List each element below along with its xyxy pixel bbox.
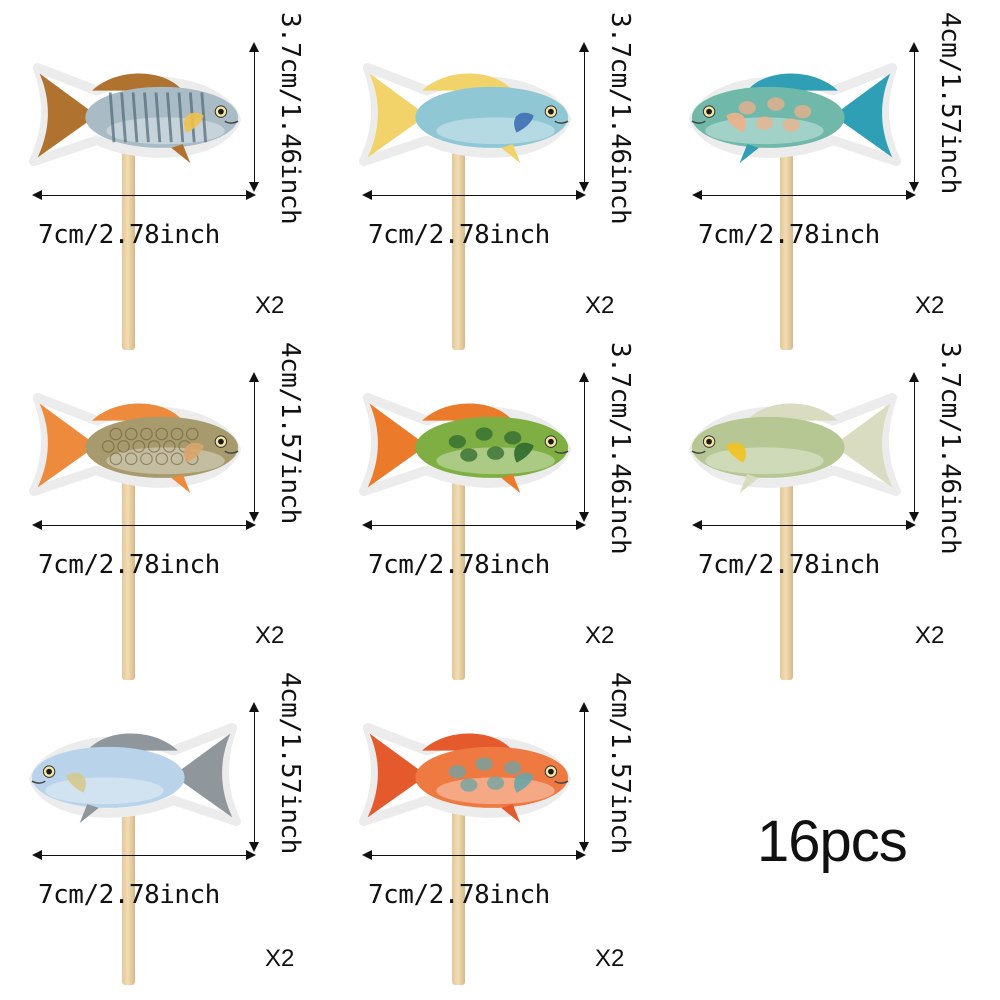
height-label: 3.7cm/1.46inch (605, 342, 635, 555)
fish-illustration (359, 722, 571, 827)
height-dimension-arrow (249, 372, 259, 522)
fish-illustration (29, 722, 241, 827)
width-label: 7cm/2.78inch (38, 220, 220, 250)
quantity-label: X2 (585, 292, 615, 319)
fish-illustration (689, 392, 901, 497)
height-dimension-arrow (909, 372, 919, 522)
quantity-label: X2 (915, 622, 945, 649)
height-label: 3.7cm/1.46inch (935, 342, 965, 555)
fish-illustration (29, 62, 241, 167)
width-dimension-arrow (362, 520, 586, 530)
fish-topper-item: 7cm/2.78inch 3.7cm/1.46inch X2 (660, 330, 990, 680)
fish-illustration (689, 62, 901, 167)
wooden-stick (780, 140, 793, 350)
width-dimension-arrow (362, 190, 586, 200)
quantity-label: X2 (585, 622, 615, 649)
height-dimension-arrow (249, 702, 259, 852)
quantity-label: X2 (255, 292, 285, 319)
width-dimension-arrow (362, 850, 586, 860)
wooden-stick (122, 800, 135, 985)
wooden-stick (122, 140, 135, 350)
fish-topper-item: 7cm/2.78inch 3.7cm/1.46inch X2 (0, 0, 330, 350)
wooden-stick (780, 470, 793, 680)
width-label: 7cm/2.78inch (368, 880, 550, 910)
width-dimension-arrow (32, 190, 256, 200)
height-label: 4cm/1.57inch (275, 342, 305, 524)
fish-topper-item: 7cm/2.78inch 3.7cm/1.46inch X2 (330, 330, 660, 680)
quantity-label: X2 (915, 292, 945, 319)
height-label: 3.7cm/1.46inch (275, 12, 305, 225)
total-count-label: 16pcs (757, 809, 908, 874)
height-dimension-arrow (579, 42, 589, 192)
width-label: 7cm/2.78inch (38, 550, 220, 580)
wooden-stick (452, 140, 465, 350)
fish-illustration (29, 392, 241, 497)
quantity-label: X2 (255, 622, 285, 649)
fish-illustration (359, 62, 571, 167)
width-label: 7cm/2.78inch (38, 880, 220, 910)
quantity-label: X2 (265, 945, 295, 972)
width-dimension-arrow (692, 190, 916, 200)
width-dimension-arrow (32, 520, 256, 530)
height-dimension-arrow (579, 372, 589, 522)
wooden-stick (122, 470, 135, 680)
fish-topper-item: 7cm/2.78inch 3.7cm/1.46inch X2 (330, 0, 660, 350)
height-label: 4cm/1.57inch (605, 672, 635, 854)
wooden-stick (452, 800, 465, 985)
width-dimension-arrow (32, 850, 256, 860)
height-dimension-arrow (249, 42, 259, 192)
width-label: 7cm/2.78inch (698, 220, 880, 250)
fish-topper-item: 7cm/2.78inch 4cm/1.57inch X2 (660, 0, 990, 350)
height-label: 4cm/1.57inch (275, 672, 305, 854)
fish-topper-item: 7cm/2.78inch 4cm/1.57inch X2 (330, 660, 660, 990)
height-dimension-arrow (909, 42, 919, 192)
height-label: 3.7cm/1.46inch (605, 12, 635, 225)
width-label: 7cm/2.78inch (368, 550, 550, 580)
quantity-label: X2 (595, 945, 625, 972)
fish-topper-item: 7cm/2.78inch 4cm/1.57inch X2 (0, 660, 330, 990)
fish-topper-item: 7cm/2.78inch 4cm/1.57inch X2 (0, 330, 330, 680)
width-label: 7cm/2.78inch (368, 220, 550, 250)
wooden-stick (452, 470, 465, 680)
width-label: 7cm/2.78inch (698, 550, 880, 580)
height-dimension-arrow (579, 702, 589, 852)
fish-illustration (359, 392, 571, 497)
width-dimension-arrow (692, 520, 916, 530)
height-label: 4cm/1.57inch (935, 12, 965, 194)
